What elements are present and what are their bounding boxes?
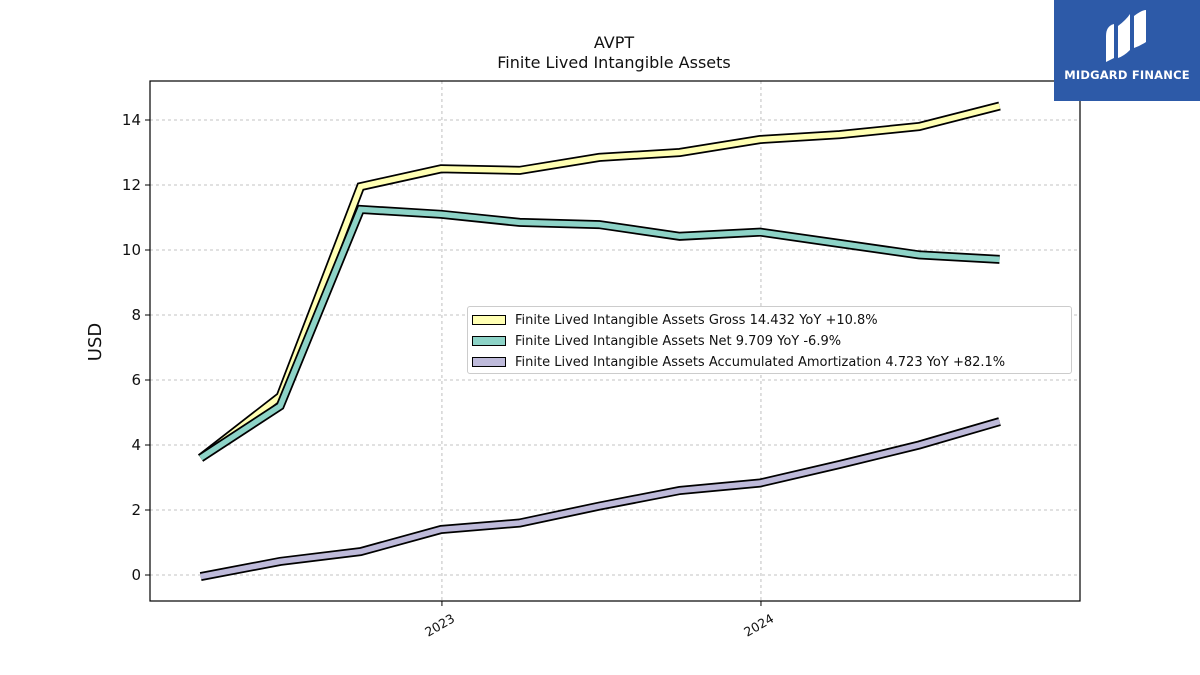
legend: Finite Lived Intangible Assets Gross 14.… <box>467 306 1072 374</box>
plot-frame <box>149 80 1081 602</box>
y-tick-label: 2 <box>131 501 141 519</box>
series-line-2 <box>200 418 1001 580</box>
y-tick-label: 0 <box>131 566 141 584</box>
legend-swatch-amortization <box>472 357 506 367</box>
x-tick-label: 2023 <box>422 611 457 640</box>
legend-label-gross: Finite Lived Intangible Assets Gross 14.… <box>515 312 878 328</box>
logo-text: MIDGARD FINANCE <box>1064 68 1190 82</box>
series-line-0 <box>199 103 1001 461</box>
series-lines <box>197 101 1001 582</box>
y-tick-label: 6 <box>131 371 141 389</box>
legend-item-amortization: Finite Lived Intangible Assets Accumulat… <box>468 352 1005 372</box>
logo-mark-icon <box>1106 10 1146 62</box>
legend-label-net: Finite Lived Intangible Assets Net 9.709… <box>515 333 842 349</box>
chart-title: AVPT <box>594 33 635 52</box>
legend-item-gross: Finite Lived Intangible Assets Gross 14.… <box>468 310 878 330</box>
y-tick-label: 10 <box>122 241 141 259</box>
series-line-1 <box>199 206 1000 461</box>
y-tick-label: 12 <box>122 176 141 194</box>
y-axis-label: USD <box>85 323 106 361</box>
chart-subtitle: Finite Lived Intangible Assets <box>497 53 730 72</box>
axes: 0 2 4 6 8 10 12 14 2023 2024 <box>122 111 776 640</box>
legend-item-net: Finite Lived Intangible Assets Net 9.709… <box>468 331 841 351</box>
y-tick-label: 4 <box>131 436 141 454</box>
legend-swatch-gross <box>472 315 506 325</box>
y-tick-label: 14 <box>122 111 141 129</box>
legend-swatch-net <box>472 336 506 346</box>
midgard-finance-logo: MIDGARD FINANCE <box>1054 0 1200 101</box>
x-tick-label: 2024 <box>741 611 776 640</box>
legend-label-amortization: Finite Lived Intangible Assets Accumulat… <box>515 354 1006 370</box>
y-tick-label: 8 <box>131 306 141 324</box>
